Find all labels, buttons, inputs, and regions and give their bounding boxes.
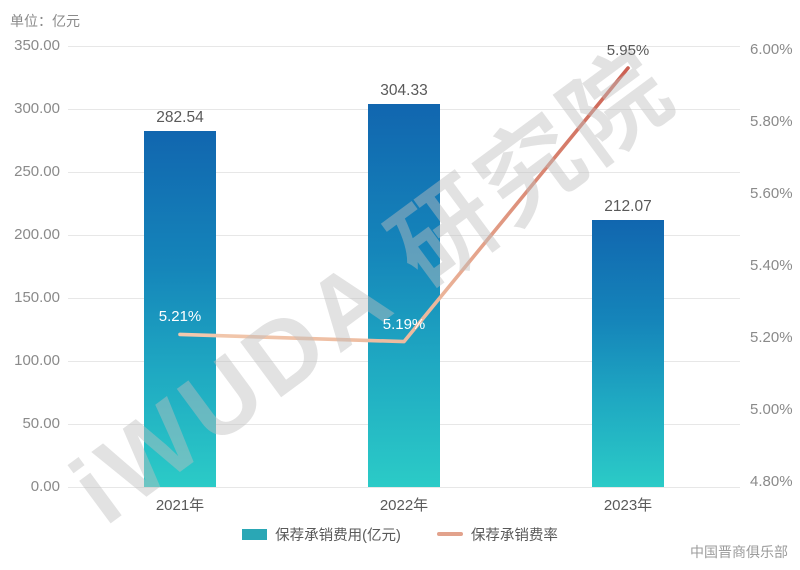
right-axis-tick: 5.20% bbox=[750, 329, 793, 346]
left-axis-tick: 0.00 bbox=[30, 478, 60, 495]
legend-line-label: 保荐承销费率 bbox=[470, 527, 558, 544]
bar-value-label: 212.07 bbox=[604, 197, 652, 215]
legend-line-swatch-icon bbox=[436, 532, 463, 536]
left-axis-tick: 300.00 bbox=[14, 100, 60, 117]
bar-value-label: 304.33 bbox=[380, 81, 428, 99]
line-point-label: 5.21% bbox=[158, 308, 202, 326]
source-credit: 中国晋商俱乐部 bbox=[690, 544, 788, 560]
x-axis-label: 2023年 bbox=[603, 497, 653, 514]
legend-bar-label: 保荐承销费用(亿元) bbox=[275, 527, 401, 544]
left-axis-tick: 250.00 bbox=[14, 163, 60, 180]
axis-unit-label: 单位：亿元 bbox=[10, 13, 80, 29]
right-axis-tick: 5.80% bbox=[750, 113, 793, 130]
left-axis-tick: 350.00 bbox=[14, 37, 60, 54]
x-axis-label: 2021年 bbox=[155, 497, 205, 514]
legend-item-bar-series: 保荐承销费用(亿元) bbox=[242, 524, 401, 545]
bar bbox=[592, 219, 664, 487]
left-axis-tick: 150.00 bbox=[14, 289, 60, 306]
legend-item-line-series: 保荐承销费率 bbox=[436, 524, 558, 545]
right-axis-tick: 5.40% bbox=[750, 257, 793, 274]
right-axis-tick: 5.60% bbox=[750, 185, 793, 202]
right-axis-tick: 5.00% bbox=[750, 401, 793, 418]
line-point-label: 5.95% bbox=[606, 42, 650, 59]
right-axis-tick: 4.80% bbox=[750, 473, 793, 490]
left-axis-tick: 50.00 bbox=[22, 415, 60, 432]
left-axis-tick: 100.00 bbox=[14, 352, 60, 369]
bar bbox=[368, 103, 440, 487]
legend: 保荐承销费用(亿元) 保荐承销费率 bbox=[0, 524, 800, 544]
gridline bbox=[68, 46, 740, 47]
line-point-label: 5.19% bbox=[382, 315, 426, 333]
legend-bar-swatch-icon bbox=[242, 528, 268, 540]
right-axis-tick: 6.00% bbox=[750, 41, 793, 58]
left-axis-tick: 200.00 bbox=[14, 226, 60, 243]
gridline bbox=[68, 487, 740, 488]
x-axis-label: 2022年 bbox=[379, 497, 429, 514]
bar-value-label: 282.54 bbox=[156, 109, 204, 126]
